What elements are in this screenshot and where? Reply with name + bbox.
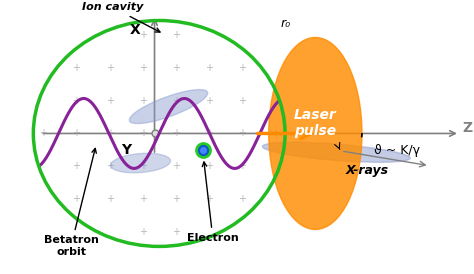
Text: +: + — [139, 161, 146, 171]
Text: +: + — [172, 194, 180, 204]
Text: r₀: r₀ — [281, 16, 291, 30]
Text: Z: Z — [462, 121, 472, 135]
Text: +: + — [172, 227, 180, 237]
Text: +: + — [205, 129, 213, 138]
Text: +: + — [39, 129, 47, 138]
Text: +: + — [172, 96, 180, 106]
Text: +: + — [139, 30, 146, 40]
Text: ϑ ~ K/γ: ϑ ~ K/γ — [374, 144, 420, 157]
Text: +: + — [238, 96, 246, 106]
Text: +: + — [238, 129, 246, 138]
Ellipse shape — [129, 90, 208, 124]
Text: +: + — [139, 96, 146, 106]
Text: +: + — [172, 161, 180, 171]
Text: +: + — [205, 161, 213, 171]
Ellipse shape — [269, 38, 362, 229]
Text: +: + — [205, 96, 213, 106]
Text: X-rays: X-rays — [346, 164, 389, 177]
Text: X: X — [130, 23, 141, 37]
Text: +: + — [205, 194, 213, 204]
Text: +: + — [73, 129, 81, 138]
Text: +: + — [139, 227, 146, 237]
Text: +: + — [106, 194, 114, 204]
Text: +: + — [73, 161, 81, 171]
Ellipse shape — [263, 142, 410, 162]
Text: +: + — [73, 194, 81, 204]
Text: +: + — [238, 63, 246, 73]
Text: +: + — [73, 96, 81, 106]
Text: +: + — [106, 96, 114, 106]
Text: +: + — [172, 129, 180, 138]
Text: Ion cavity: Ion cavity — [82, 2, 160, 32]
Text: +: + — [73, 63, 81, 73]
Text: +: + — [238, 194, 246, 204]
Text: +: + — [205, 63, 213, 73]
Text: +: + — [139, 194, 146, 204]
Text: +: + — [172, 63, 180, 73]
Text: Laser
pulse: Laser pulse — [294, 108, 337, 138]
Text: Betatron
orbit: Betatron orbit — [44, 149, 99, 257]
Text: +: + — [106, 129, 114, 138]
Text: Y: Y — [121, 142, 131, 157]
Text: +: + — [238, 161, 246, 171]
Text: +: + — [139, 129, 146, 138]
Text: Electron: Electron — [187, 162, 239, 243]
Ellipse shape — [110, 153, 171, 173]
Text: +: + — [139, 63, 146, 73]
Text: +: + — [106, 161, 114, 171]
Text: +: + — [106, 63, 114, 73]
Text: +: + — [172, 30, 180, 40]
Text: +: + — [271, 129, 279, 138]
